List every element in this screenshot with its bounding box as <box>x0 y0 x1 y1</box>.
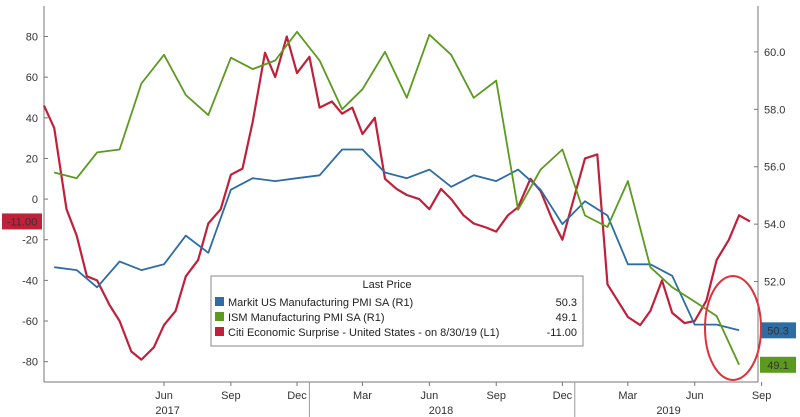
legend-swatch <box>215 312 224 321</box>
left-tick-label: -20 <box>22 235 38 247</box>
left-tick-label: 20 <box>26 153 38 165</box>
x-tick-label: Sep <box>221 390 241 402</box>
series-line <box>54 148 740 332</box>
left-tick-label: -40 <box>22 275 38 287</box>
x-tick-label: Mar <box>353 390 372 402</box>
legend-label: Markit US Manufacturing PMI SA (R1) <box>228 297 413 309</box>
highlight-ellipse <box>704 275 762 381</box>
legend-label: Citi Economic Surprise - United States -… <box>228 327 499 339</box>
x-tick-label: Jun <box>686 390 704 402</box>
x-tick-label: Dec <box>553 390 573 402</box>
right-value-tag <box>760 322 796 339</box>
left-value-tag-text: -11.00 <box>7 216 37 228</box>
left-tick-label: 80 <box>26 31 38 43</box>
right-tick-label: 56.0 <box>764 162 785 174</box>
left-tick-label: -80 <box>22 357 38 369</box>
x-tick-label: Sep <box>486 390 506 402</box>
right-value-tag <box>760 356 796 373</box>
legend-box <box>210 275 584 347</box>
highlight-circle <box>704 275 762 381</box>
series-line <box>53 30 740 366</box>
year-label: 2019 <box>656 405 680 417</box>
left-value-tag <box>2 213 42 230</box>
plot-frame <box>43 6 759 383</box>
value-tags: -11.00 50.3 49.1 <box>2 213 796 373</box>
x-axis: Jun Sep Dec Mar Jun Sep Dec Mar Jun Sep 2017 2018 20… <box>155 382 771 417</box>
x-tick-label: Sep <box>752 390 772 402</box>
legend-swatch <box>215 327 224 336</box>
series-line <box>42 35 751 361</box>
x-tick-label: Dec <box>287 390 307 402</box>
right-value-tag-text: 49.1 <box>767 360 788 372</box>
legend-value: -11.00 <box>547 327 577 339</box>
right-tick-label: 58.0 <box>764 104 785 116</box>
legend-header: Last Price <box>363 279 412 291</box>
x-tick-label: Mar <box>618 390 637 402</box>
left-tick-label: 40 <box>26 113 38 125</box>
legend-swatch <box>215 297 224 306</box>
x-tick-label: Jun <box>420 390 438 402</box>
legend-value: 50.3 <box>556 297 577 309</box>
left-tick-label: 0 <box>32 194 38 206</box>
x-tick-label: Jun <box>155 390 173 402</box>
legend-label: ISM Manufacturing PMI SA (R1) <box>228 312 385 324</box>
left-axis: 80 60 40 20 0 -20 -40 -60 -80 <box>22 31 48 369</box>
right-tick-label: 60.0 <box>764 47 785 59</box>
legend: Last Price Markit US Manufacturing PMI SA… <box>210 275 584 347</box>
left-tick-label: -60 <box>22 316 38 328</box>
year-label: 2018 <box>429 405 453 417</box>
series-lines <box>42 30 751 366</box>
legend-value: 49.1 <box>556 312 577 324</box>
right-tick-label: 54.0 <box>764 219 785 231</box>
right-axis: 60.0 58.0 56.0 54.0 52.0 <box>754 47 785 289</box>
right-tick-label: 52.0 <box>764 277 785 289</box>
left-tick-label: 60 <box>26 72 38 84</box>
year-label: 2017 <box>155 405 179 417</box>
right-value-tag-text: 50.3 <box>767 325 788 337</box>
